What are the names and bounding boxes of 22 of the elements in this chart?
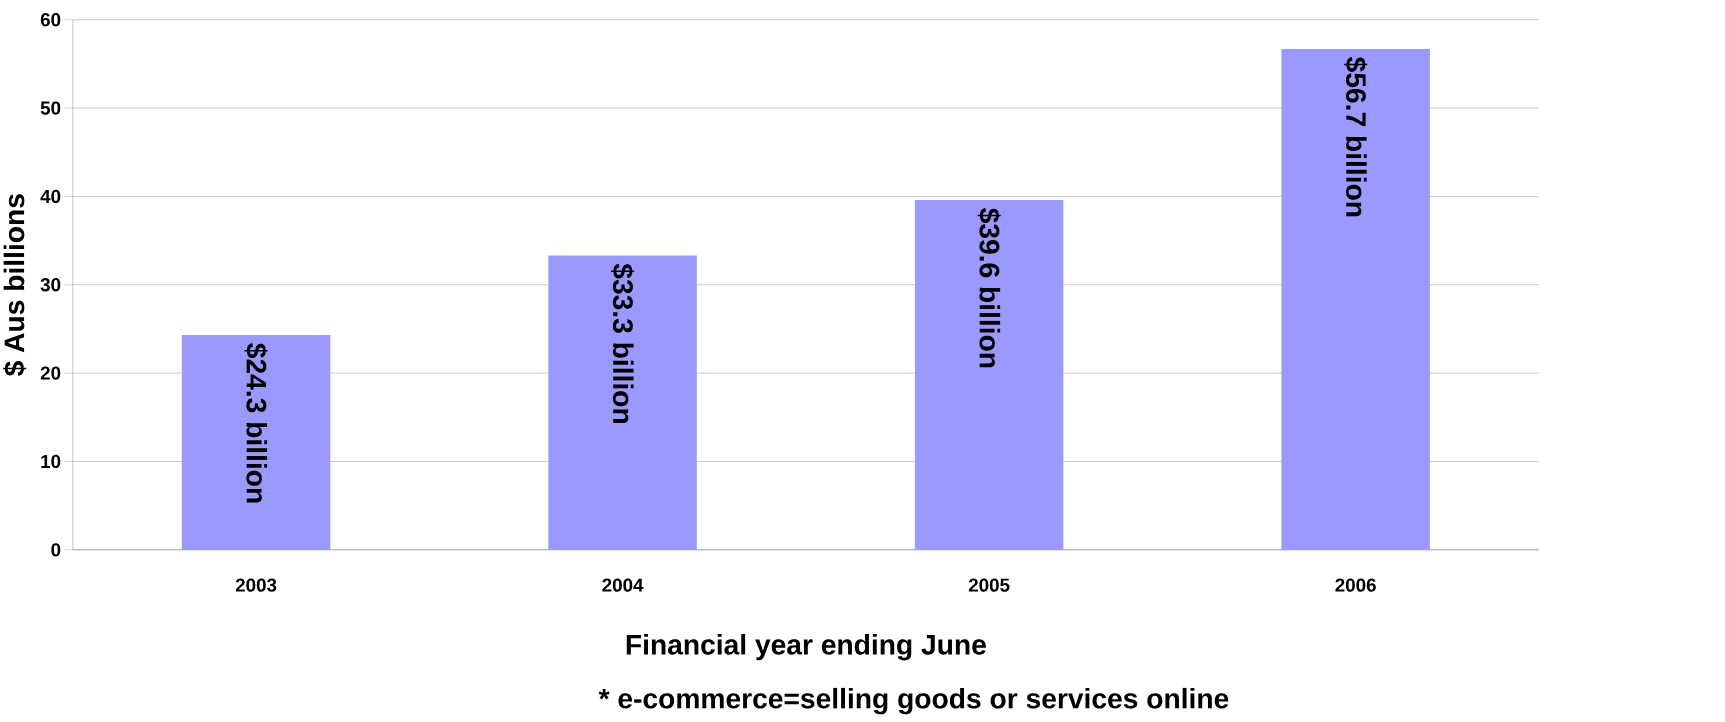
data-label: $39.6 billion — [977, 208, 1001, 368]
bar — [1281, 49, 1430, 550]
y-axis-title: $ Aus billions — [3, 194, 27, 377]
x-axis-title: Financial year ending June — [626, 634, 986, 661]
y-tick-label: 30 — [40, 278, 61, 292]
y-tick-label: 0 — [51, 543, 61, 557]
y-tick-label: 50 — [40, 101, 61, 115]
y-tick-label: 10 — [41, 454, 61, 469]
y-tick-label: 40 — [40, 189, 61, 204]
bar — [914, 200, 1064, 550]
x-tick-label: 2005 — [968, 578, 1010, 592]
x-tick-label: 2003 — [235, 578, 277, 592]
y-tick-label: 60 — [40, 13, 61, 27]
data-label: $24.3 billion — [244, 343, 268, 503]
data-label: $56.7 billion — [1344, 57, 1368, 217]
bar — [548, 255, 697, 550]
x-tick-label: 2006 — [1335, 578, 1376, 592]
x-tick-label: 2004 — [602, 578, 644, 592]
y-tick-label: 20 — [40, 366, 61, 380]
data-label: $33.3 billion — [611, 263, 635, 424]
bar — [181, 335, 331, 550]
text: * e-commerce=selling goods or services online — [598, 688, 1229, 715]
